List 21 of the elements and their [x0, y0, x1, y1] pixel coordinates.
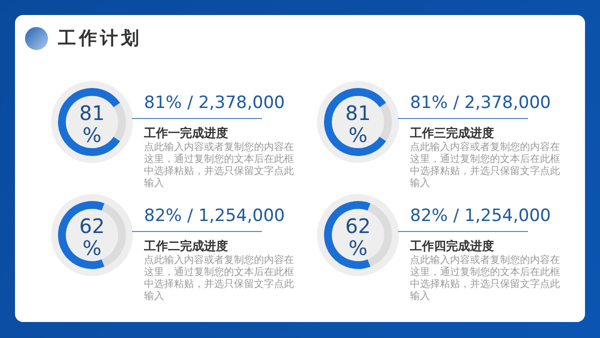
text: 81: [78, 101, 106, 125]
text: 点此输入内容或者复制您的内容在这里，通过复制您的文本后在此框中选择粘贴，并选只保留文字点此输入: [144, 142, 295, 190]
text: 工作二完成进度: [144, 238, 228, 254]
text: %: [81, 123, 102, 147]
text: 点此输入内容或者复制您的内容在这里，通过复制您的文本后在此框中选择粘贴，并选只保留文字点此输入: [144, 255, 295, 303]
text: 点此输入内容或者复制您的内容在这里，通过复制您的文本后在此框中选择粘贴，并选只保留文字点此输入: [410, 255, 561, 303]
text: 62: [344, 214, 372, 238]
text: %: [81, 236, 102, 260]
text: 工作计划: [58, 27, 142, 50]
text: %: [347, 123, 368, 147]
text: 82% / 1,254,000: [410, 206, 551, 226]
text: %: [347, 236, 368, 260]
text: 工作四完成进度: [410, 238, 494, 254]
text: 点此输入内容或者复制您的内容在这里，通过复制您的文本后在此框中选择粘贴，并选只保留文字点此输入: [410, 142, 561, 190]
text: 工作一完成进度: [144, 125, 228, 142]
text: 81: [344, 101, 372, 125]
text: 82% / 1,254,000: [144, 206, 285, 226]
text: 工作三完成进度: [410, 125, 494, 142]
text: 62: [78, 214, 106, 238]
text: 81% / 2,378,000: [410, 93, 551, 113]
text: 81% / 2,378,000: [144, 93, 285, 113]
